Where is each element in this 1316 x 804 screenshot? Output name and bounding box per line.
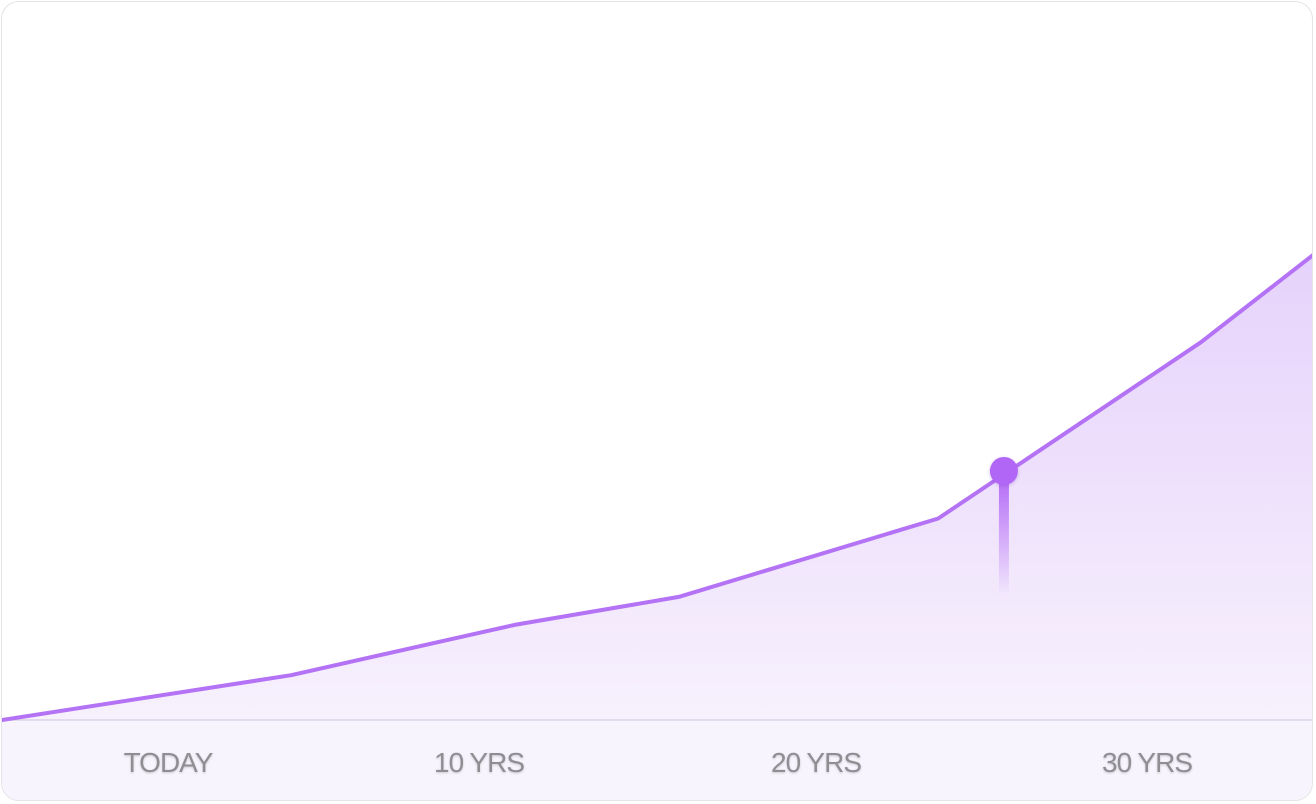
growth-line xyxy=(2,253,1312,722)
x-tick-label-2: 20 YRS xyxy=(771,747,861,778)
x-axis-band xyxy=(2,720,1312,800)
x-tick-label-0: TODAY xyxy=(124,747,214,778)
highlight-point-marker[interactable] xyxy=(989,456,1018,485)
x-tick-label-1: 10 YRS xyxy=(434,747,524,778)
growth-area xyxy=(2,255,1312,720)
x-axis-ticks: TODAY 10 YRS 20 YRS 30 YRS xyxy=(124,747,1194,778)
x-tick-label-3: 30 YRS xyxy=(1102,747,1192,778)
highlight-stem xyxy=(998,470,1009,596)
